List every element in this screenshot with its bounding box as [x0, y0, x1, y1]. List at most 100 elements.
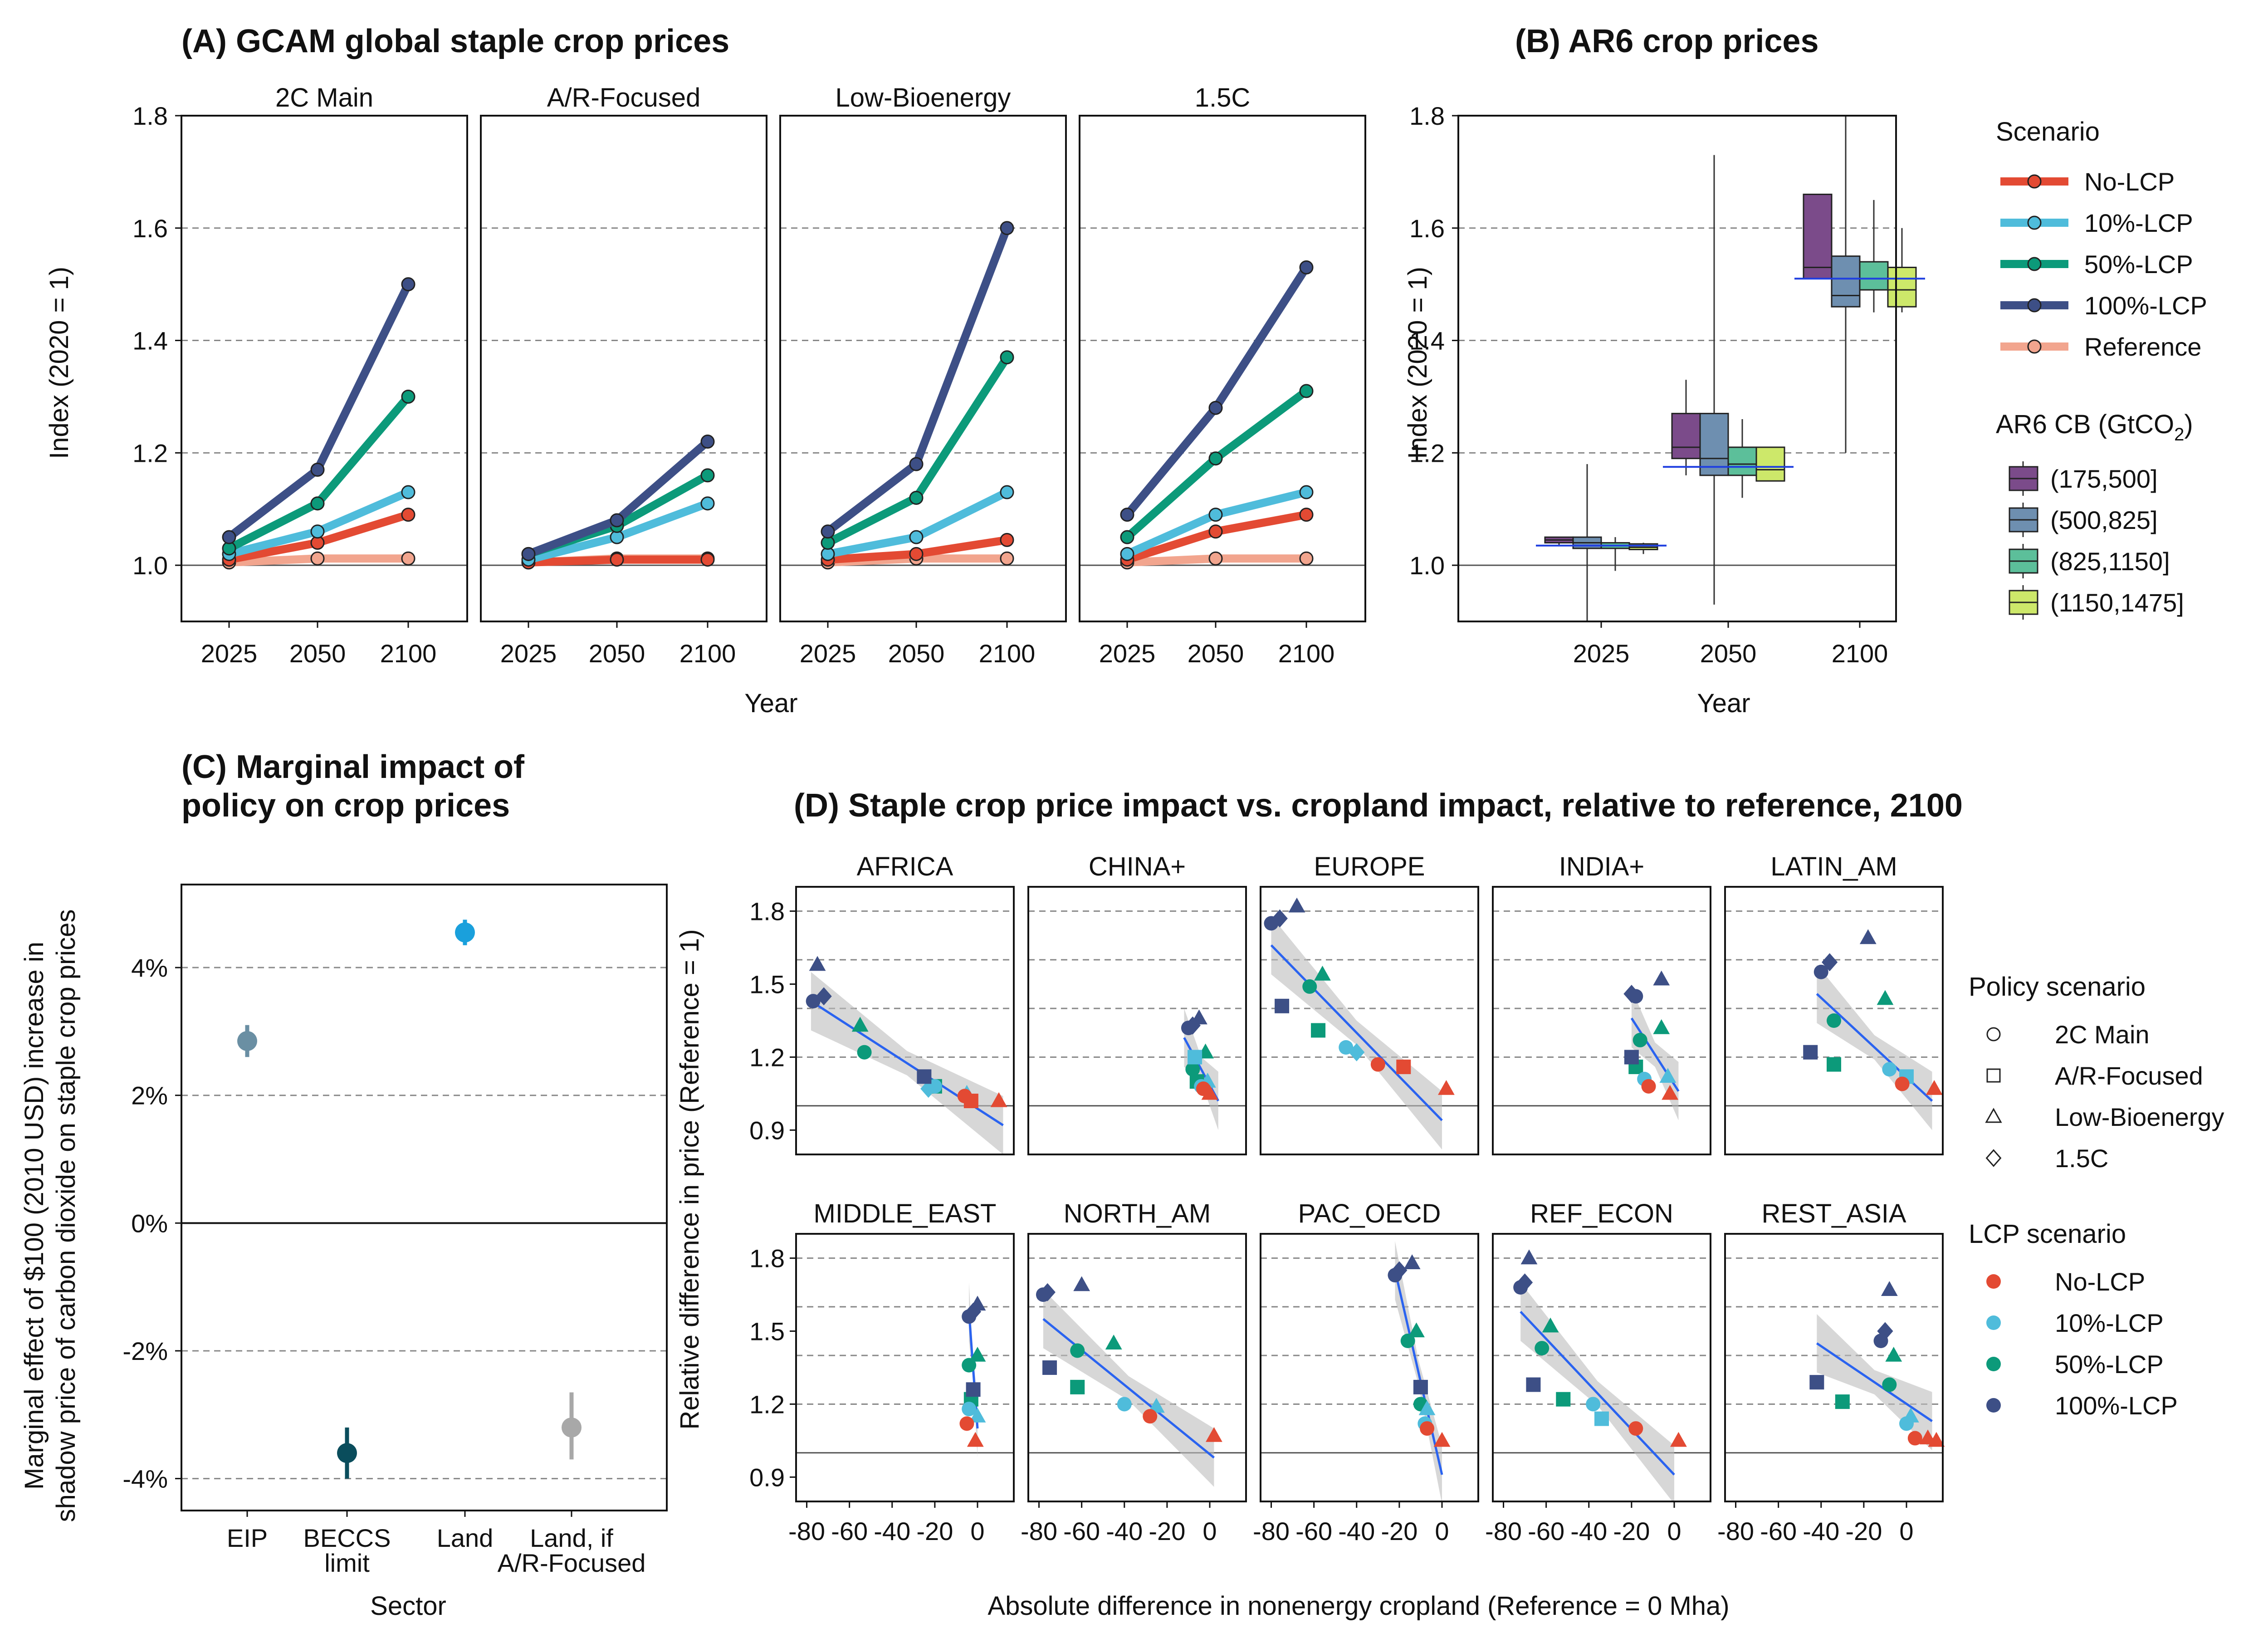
y-tick-label: 1.4	[1409, 327, 1445, 355]
x-tick-label: -20	[1149, 1517, 1185, 1545]
data-point	[1882, 1377, 1897, 1392]
data-point	[1520, 1249, 1538, 1265]
x-tick-label: 0	[1667, 1517, 1681, 1545]
series-point	[610, 552, 624, 567]
panel-d: AFRICA 0.9 1.2 1.5 1.8 CHINA+ EUROPE INDIA+ LATI…	[749, 852, 1945, 1545]
y-tick-label: 1.2	[749, 1390, 785, 1418]
data-point	[1653, 970, 1670, 986]
series-point	[310, 496, 325, 511]
series-point	[401, 389, 415, 404]
data-point	[1288, 897, 1305, 913]
y-tick-label: 1.2	[1409, 439, 1445, 467]
panel-c-ylabel-1: Marginal effect of $100 (2010 USD) incre…	[20, 942, 49, 1490]
data-point	[969, 1408, 986, 1423]
legend-label: (175,500]	[2050, 464, 2158, 493]
panel-frame	[181, 884, 668, 1511]
data-point	[1624, 1050, 1639, 1065]
legend-point-swatch	[2027, 215, 2042, 230]
box	[1887, 267, 1917, 308]
x-tick-label: 2050	[289, 639, 346, 668]
facet-frame	[181, 115, 468, 622]
legend-policy-title: Policy scenario	[1969, 972, 2146, 1002]
facet-strip-label: A/R-Focused	[547, 83, 700, 112]
panel-b-ylabel: Index (2020 = 1)	[1403, 267, 1432, 459]
series-point	[700, 552, 715, 567]
x-tick-label: 2025	[500, 639, 557, 668]
fit-line	[1042, 1318, 1215, 1459]
data-point	[1662, 1085, 1678, 1100]
y-tick-label: 1.2	[132, 439, 168, 467]
series-point	[610, 513, 624, 528]
y-tick-label: -2%	[122, 1337, 168, 1365]
y-tick-label: 1.8	[1409, 102, 1445, 130]
legend-point-swatch	[2027, 174, 2042, 189]
x-tick-label: Land	[437, 1524, 494, 1552]
x-tick-label: -80	[1253, 1517, 1290, 1545]
series-point	[1208, 551, 1223, 566]
facet-frame	[1027, 1233, 1247, 1502]
facet-frame	[1079, 115, 1366, 622]
x-tick-label: 2100	[979, 639, 1036, 668]
data-point	[1895, 1076, 1910, 1091]
data-point	[1877, 990, 1894, 1005]
series-point	[1000, 485, 1014, 499]
legend-point-swatch	[1986, 1274, 2001, 1289]
legend-point-swatch	[2027, 257, 2042, 271]
legend-lcp-title: LCP scenario	[1969, 1219, 2126, 1249]
legend-cb-title: AR6 CB (GtCO2)	[1996, 410, 2193, 445]
data-point	[816, 987, 832, 1006]
data-point	[1633, 1032, 1647, 1047]
legend-point-swatch	[1986, 1357, 2001, 1371]
x-tick-label: -40	[1338, 1517, 1375, 1545]
series-point	[909, 530, 924, 544]
x-tick-label: -20	[1381, 1517, 1418, 1545]
legend-scenario: Scenario No-LCP 10%-LCP 50%-LCP 100%-LCP Ref…	[1996, 117, 2207, 361]
data-point	[963, 1094, 978, 1108]
data-point	[1105, 1335, 1122, 1349]
x-tick-label: 2025	[800, 639, 856, 668]
series-point	[1208, 401, 1223, 415]
series-point	[1299, 508, 1314, 522]
series-point	[700, 468, 715, 483]
y-tick-label: 4%	[131, 953, 168, 982]
data-point	[1803, 1045, 1818, 1060]
data-point	[1827, 1057, 1841, 1072]
series-point	[821, 524, 835, 539]
legend-point-swatch	[2027, 298, 2042, 313]
legend-label: 2C Main	[2055, 1020, 2150, 1049]
y-tick-label: 1.8	[749, 897, 785, 926]
data-point	[1206, 1427, 1222, 1442]
legend-label: Low-Bioenergy	[2055, 1103, 2224, 1131]
data-point	[1070, 1343, 1085, 1358]
data-point	[1438, 1080, 1455, 1095]
data-point	[1403, 1254, 1421, 1269]
legend-label: No-LCP	[2055, 1267, 2145, 1296]
data-point	[1653, 1019, 1670, 1034]
panel-c-title-2: policy on crop prices	[181, 787, 510, 824]
legend-label: 1.5C	[2055, 1144, 2108, 1173]
facet-strip-label: REST_ASIA	[1761, 1199, 1906, 1228]
x-tick-label: 2050	[1700, 639, 1757, 668]
panel-a: 1.0 1.2 1.4 1.6 1.8 2C Main 2025 2050 2100 A/R-Fo…	[132, 83, 1366, 668]
data-point	[1188, 1050, 1202, 1065]
x-tick-label: -60	[1760, 1517, 1797, 1545]
facet-strip-label: EUROPE	[1314, 852, 1425, 881]
series-point	[1208, 451, 1223, 466]
data-point	[1628, 1421, 1643, 1436]
y-tick-label: 2%	[131, 1081, 168, 1110]
data-point	[1882, 1062, 1897, 1077]
legend-label: 10%-LCP	[2084, 209, 2193, 237]
data-point	[959, 1416, 974, 1431]
x-tick-label: 2100	[1278, 639, 1335, 668]
data-point	[1070, 1379, 1085, 1394]
y-tick-label: 1.4	[132, 327, 168, 355]
data-point	[1039, 1283, 1056, 1301]
y-tick-label: 0.9	[749, 1116, 785, 1144]
series-point	[222, 530, 236, 544]
series-point	[1120, 508, 1134, 522]
data-point	[1641, 1079, 1656, 1094]
facet-strip-label: LATIN_AM	[1770, 852, 1897, 881]
y-tick-label: 1.0	[1409, 551, 1445, 580]
